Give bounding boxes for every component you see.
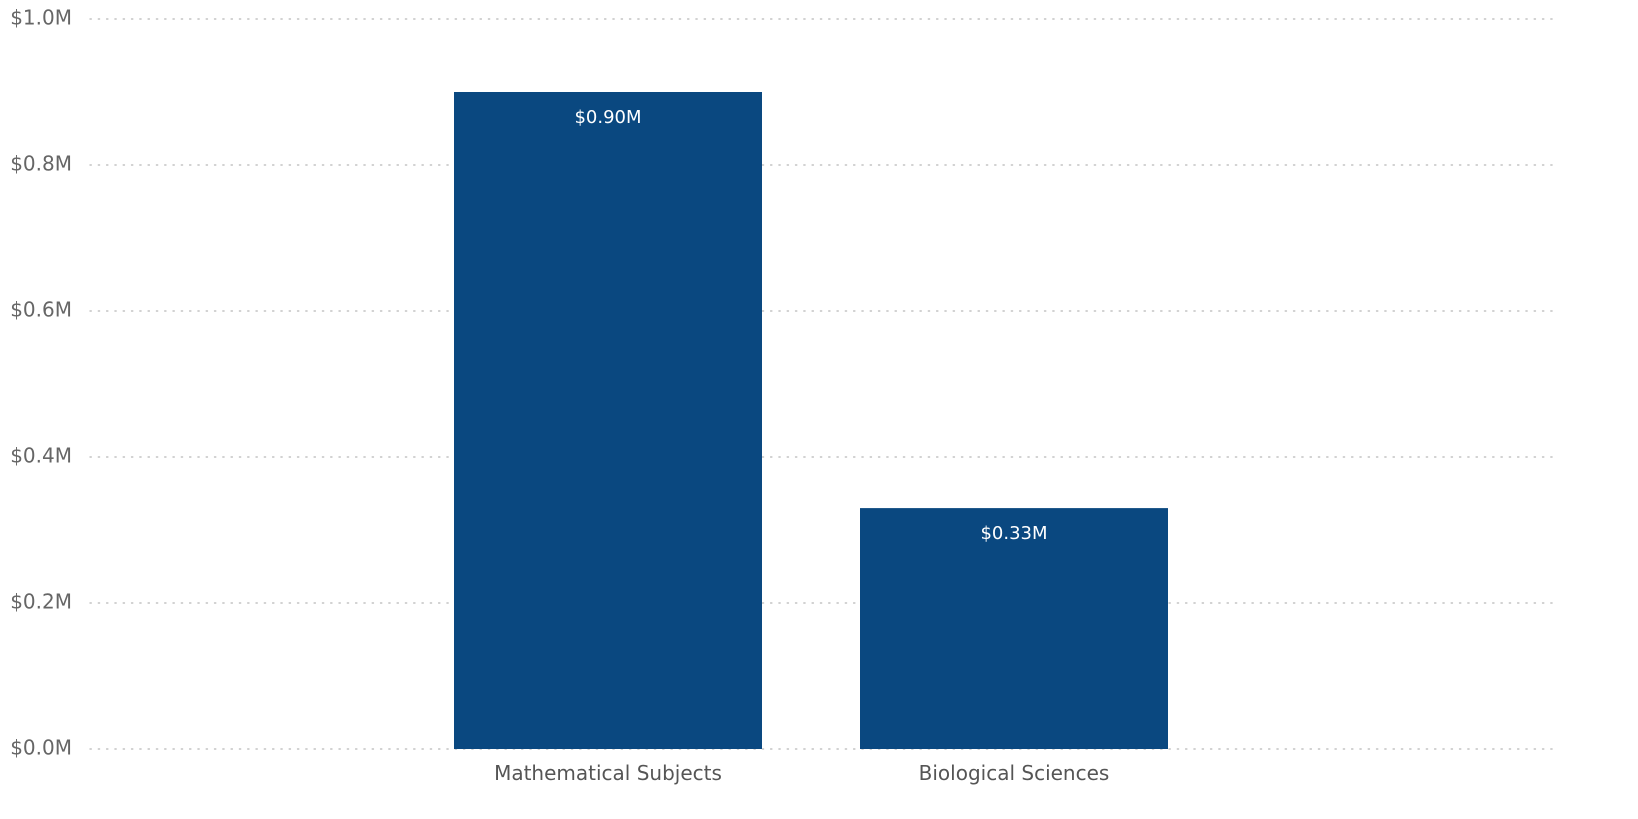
y-axis-ticks: $0.0M $0.2M $0.4M $0.6M $0.8M $1.0M [10,6,72,760]
bar[interactable] [454,92,762,749]
data-labels: $0.90M $0.33M [574,107,1047,544]
y-tick-label: $1.0M [10,6,72,30]
gridlines [89,18,1556,750]
x-axis-categories: Mathematical Subjects Biological Sciences [494,761,1109,785]
y-tick-label: $0.0M [10,736,72,760]
y-tick-label: $0.2M [10,590,72,614]
y-tick-label: $0.8M [10,152,72,176]
y-tick-label: $0.4M [10,444,72,468]
x-category-label: Biological Sciences [919,761,1110,785]
data-label: $0.33M [980,523,1047,544]
bars [454,92,1168,749]
bar[interactable] [860,508,1168,749]
data-label: $0.90M [574,107,641,128]
y-tick-label: $0.6M [10,298,72,322]
x-category-label: Mathematical Subjects [494,761,722,785]
